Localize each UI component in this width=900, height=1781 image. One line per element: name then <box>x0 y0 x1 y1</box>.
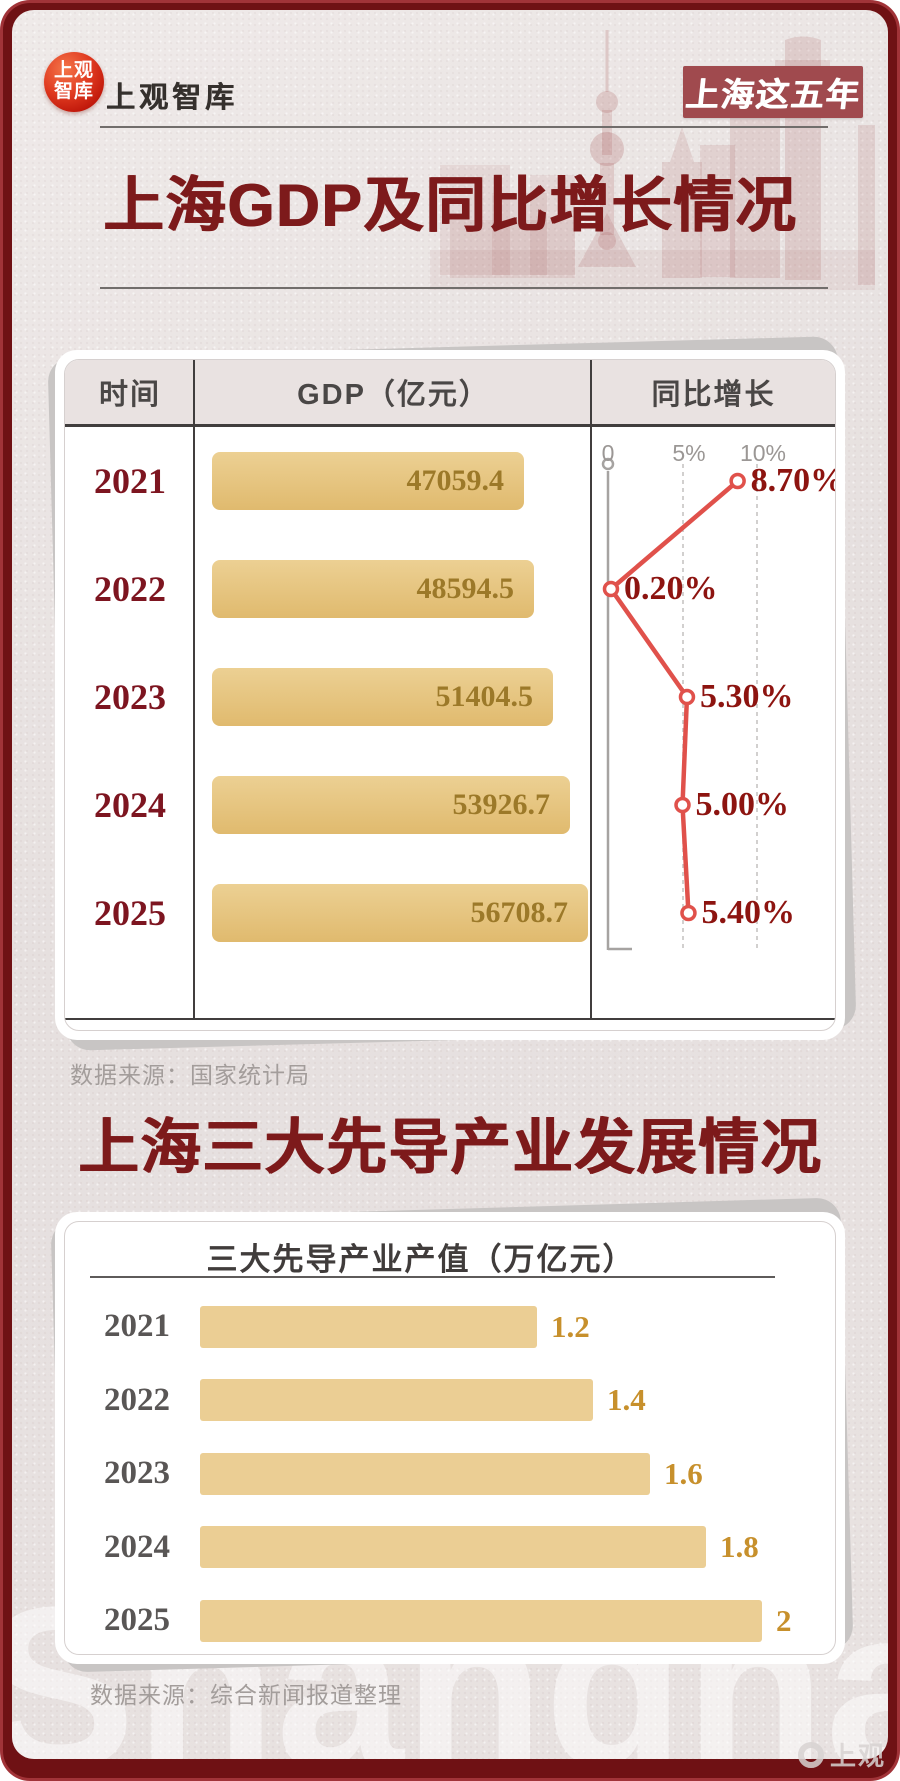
gdp-bar: 53926.7 <box>212 776 570 834</box>
bar-row: 2024 1.8 <box>65 1511 835 1585</box>
year-label: 2025 <box>94 893 166 933</box>
growth-value: 0.20% <box>623 570 718 607</box>
table-row: 2024 53926.7 <box>65 751 835 859</box>
axis-tick-0: 0 <box>601 440 615 466</box>
gdp-value: 56708.7 <box>470 896 569 929</box>
title-divider <box>100 287 828 289</box>
axis-tick-5: 5% <box>672 440 706 466</box>
industry-value: 2 <box>776 1602 792 1638</box>
gdp-value: 53926.7 <box>452 788 551 821</box>
growth-value: 5.30% <box>699 678 794 715</box>
header-divider <box>100 126 828 128</box>
industry-bar <box>200 1526 706 1569</box>
bar-chart-body: 2021 1.2 2022 1.4 2023 1.6 <box>65 1290 835 1654</box>
industry-value: 1.6 <box>664 1455 703 1491</box>
gdp-value: 48594.5 <box>416 572 515 605</box>
growth-svg <box>601 457 758 951</box>
bar-chart-title: 三大先导产业产值（万亿元） <box>206 1242 636 1277</box>
line-point <box>602 580 620 598</box>
bar-row: 2021 1.2 <box>65 1290 835 1364</box>
gdp-bar: 51404.5 <box>212 668 553 726</box>
brand-logo-line1: 上观 <box>53 60 94 82</box>
bar-row: 2025 2 <box>65 1584 835 1654</box>
gdp-bar: 48594.5 <box>212 560 534 618</box>
growth-value: 5.40% <box>701 894 795 931</box>
industry-card: 三大先导产业产值（万亿元） 2021 1.2 2022 1.4 2023 <box>55 1212 845 1664</box>
table-row: 2023 51404.5 <box>65 643 835 751</box>
brand-logo: 上观 智库 <box>44 52 104 112</box>
corner-badge: 上海这五年 <box>683 66 863 118</box>
brand-wordmark: 上观智库 <box>106 82 239 114</box>
industry-bar <box>200 1599 762 1642</box>
year-label: 2024 <box>94 785 166 825</box>
industry-value: 1.2 <box>551 1308 590 1344</box>
table-bottom-line <box>65 1018 835 1020</box>
corner-badge-label: 上海这五年 <box>683 76 863 113</box>
bar-row: 2023 1.6 <box>65 1437 835 1511</box>
column-header-gdp: GDP（亿元） <box>297 379 490 411</box>
axis-origin-dot <box>601 457 615 471</box>
section2-title: 上海三大先导产业发展情况 <box>78 1114 822 1181</box>
line-point <box>674 796 691 814</box>
year-label: 2021 <box>94 461 166 501</box>
bar-chart-title-underline <box>90 1276 775 1278</box>
category-label: 2024 <box>104 1528 170 1565</box>
industry-value: 1.8 <box>720 1529 759 1565</box>
gdp-value: 47059.4 <box>406 464 505 497</box>
axis-tick-10: 10% <box>739 440 787 466</box>
year-label: 2022 <box>94 569 166 609</box>
column-header-time: 时间 <box>98 379 161 411</box>
gdp-bar: 47059.4 <box>212 452 524 510</box>
category-label: 2021 <box>104 1308 170 1345</box>
brand-logo-line2: 智库 <box>53 81 94 102</box>
growth-line-chart: 0 5% 10% <box>592 360 836 1018</box>
source-note-1: 数据来源：国家统计局 <box>70 1062 310 1088</box>
gdp-value: 51404.5 <box>435 680 534 713</box>
table-row: 2021 47059.4 <box>65 427 835 535</box>
footer-logo-ring-icon <box>798 1741 824 1768</box>
column-header-growth: 同比增长 <box>651 379 776 411</box>
year-label: 2023 <box>94 677 166 717</box>
growth-value: 8.70% <box>750 462 836 499</box>
footer-brand: 上观 <box>798 1736 886 1773</box>
column-divider <box>590 360 592 1018</box>
line-point <box>678 688 696 706</box>
table-row: 2022 48594.5 <box>65 535 835 643</box>
table-row: 2025 56708.7 <box>65 859 835 967</box>
industry-bar <box>200 1452 650 1495</box>
industry-bar <box>200 1379 593 1422</box>
table-body: 2021 47059.4 2022 48594.5 2023 51404.5 <box>65 427 835 967</box>
column-divider <box>193 360 195 1018</box>
footer-logo-text: 上观 <box>830 1741 887 1771</box>
category-label: 2022 <box>104 1381 170 1418</box>
bar-row: 2022 1.4 <box>65 1364 835 1438</box>
growth-value: 5.00% <box>695 786 790 823</box>
industry-card-inner: 三大先导产业产值（万亿元） 2021 1.2 2022 1.4 2023 <box>64 1221 836 1655</box>
line-point <box>680 904 697 922</box>
source-note-2: 数据来源：综合新闻报道整理 <box>90 1682 402 1708</box>
line-point <box>729 472 746 490</box>
gdp-bar: 56708.7 <box>212 884 588 942</box>
category-label: 2023 <box>104 1455 170 1492</box>
gdp-card-inner: 时间 GDP（亿元） 同比增长 2021 47059.4 2022 48594.… <box>64 359 836 1031</box>
section1-title: 上海GDP及同比增长情况 <box>102 172 798 239</box>
gdp-card: 时间 GDP（亿元） 同比增长 2021 47059.4 2022 48594.… <box>55 350 845 1040</box>
category-label: 2025 <box>104 1602 170 1639</box>
industry-value: 1.4 <box>607 1382 646 1418</box>
skyline-illustration <box>430 30 875 290</box>
industry-bar <box>200 1305 537 1348</box>
